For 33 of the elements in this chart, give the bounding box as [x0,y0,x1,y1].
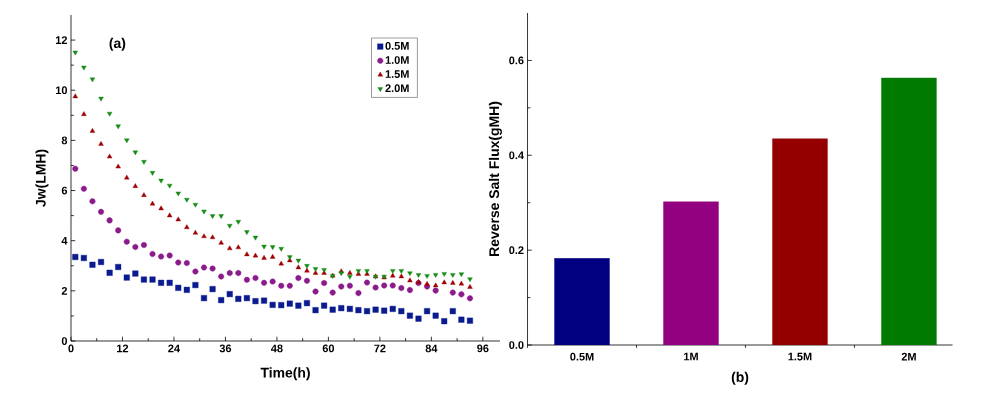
y-tick-label: 0.4 [509,151,524,160]
x-tick-label: 60 [322,344,335,353]
y-tick-label: 0.2 [509,246,524,255]
y-tick-label: 0.6 [509,56,524,65]
x-tick-label: 72 [374,344,386,353]
y-axis-title: Reverse Salt Flux(gMH) [488,101,502,256]
x-tick-label: 96 [477,344,489,353]
y-tick-label: 12 [55,36,68,44]
x-tick-label: 1.5M [788,352,812,361]
y-axis-title: Jw(LMH) [35,149,49,207]
x-tick-label: 48 [271,344,283,353]
y-tick-label: 6 [61,186,68,195]
y-tick-label: 0 [61,337,68,345]
x-tick-label: 24 [168,344,180,353]
x-tick-label: 0 [68,344,74,353]
x-tick-label: 0.5M [570,352,594,361]
legend-label: 1.0M [385,56,409,64]
y-tick-label: 2 [61,287,68,295]
x-tick-label: 1M [684,352,698,361]
legend-label: 0.5M [385,42,409,50]
x-tick-label: 2M [901,352,916,361]
x-tick-label: 12 [117,344,129,353]
y-tick-label: 8 [61,136,68,145]
y-tick-label: 0.0 [509,341,524,349]
legend-label: 1.5M [385,70,409,78]
legend-label: 2.0M [385,84,409,93]
annotation: (a) [109,37,126,51]
x-tick-label: 36 [219,344,232,353]
y-tick-label: 4 [61,236,68,245]
x-tick-label: 84 [425,344,438,353]
x-axis-title: Time(h) [260,367,310,381]
x-axis-title: (b) [731,371,749,385]
y-tick-label: 10 [55,86,68,95]
